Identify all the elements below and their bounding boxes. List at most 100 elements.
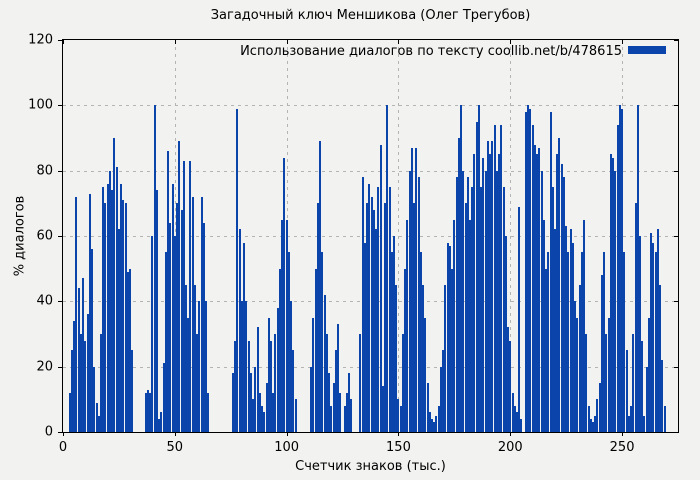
data-bar	[592, 422, 595, 432]
data-bar	[603, 252, 606, 432]
data-bar	[397, 399, 400, 432]
x-tick-mark	[510, 432, 512, 436]
data-bar	[656, 229, 659, 432]
data-bar	[79, 334, 82, 432]
data-bar	[607, 318, 610, 432]
data-bar	[202, 223, 205, 432]
data-bar	[155, 190, 158, 432]
data-bar	[410, 148, 413, 432]
x-tick-mark-top	[398, 40, 400, 44]
data-bar	[281, 220, 284, 432]
data-bar	[377, 187, 380, 432]
data-bar	[413, 203, 416, 432]
data-bar	[375, 229, 378, 432]
x-tick-label: 0	[58, 440, 68, 455]
x-tick-mark-top	[63, 40, 64, 44]
data-bar	[73, 321, 76, 432]
data-bar	[524, 112, 527, 432]
data-bar	[111, 190, 114, 432]
data-bar	[556, 154, 559, 432]
data-bar	[549, 112, 552, 432]
data-bar	[261, 406, 264, 432]
data-bar	[442, 350, 445, 432]
x-tick-label: 150	[386, 440, 411, 455]
y-tick-mark	[58, 105, 62, 107]
data-bar	[207, 393, 210, 432]
data-bar	[598, 383, 601, 432]
data-bar	[527, 105, 530, 432]
data-bar	[176, 203, 179, 432]
data-bar	[314, 269, 317, 432]
data-bar	[453, 220, 456, 432]
data-bar	[75, 197, 78, 432]
y-tick-label: 40	[36, 293, 53, 309]
data-bar	[234, 341, 237, 432]
data-bar	[198, 301, 201, 432]
data-bar	[321, 252, 324, 432]
data-bar	[278, 269, 281, 432]
data-bar	[379, 145, 382, 432]
data-bar	[627, 416, 630, 432]
data-bar	[585, 334, 588, 432]
data-bar	[395, 285, 398, 432]
data-bar	[106, 184, 109, 432]
h-gridline	[63, 301, 678, 303]
data-bar	[594, 416, 597, 432]
y-tick-mark	[58, 366, 62, 368]
data-bar	[654, 252, 657, 432]
data-bar	[520, 419, 523, 432]
data-bar	[115, 167, 118, 432]
data-bar	[551, 187, 554, 432]
data-bar	[386, 105, 389, 432]
y-tick-mark-right	[674, 366, 678, 368]
x-tick-mark	[622, 432, 624, 436]
data-bar	[108, 171, 111, 432]
data-bar	[82, 278, 85, 432]
data-bar	[596, 399, 599, 432]
data-bar	[88, 194, 91, 432]
data-bar	[330, 406, 333, 432]
data-bar	[120, 184, 123, 432]
data-bar	[283, 158, 286, 432]
h-gridline	[63, 366, 678, 368]
data-bar	[426, 383, 429, 432]
data-bar	[638, 236, 641, 432]
data-bar	[84, 341, 87, 432]
data-bar	[167, 151, 170, 432]
data-bar	[182, 161, 185, 432]
data-bar	[160, 412, 163, 432]
data-bar	[162, 363, 165, 432]
data-bar	[325, 334, 328, 432]
x-tick-mark-top	[622, 40, 624, 44]
data-bar	[538, 148, 541, 432]
data-bar	[187, 318, 190, 432]
data-bar	[448, 246, 451, 432]
y-axis-title: % диалогов	[12, 195, 28, 277]
data-bar	[404, 269, 407, 432]
data-bar	[533, 145, 536, 432]
data-bar	[164, 252, 167, 432]
data-bar	[659, 285, 662, 432]
data-bar	[647, 318, 650, 432]
data-bar	[471, 187, 474, 432]
data-bar	[245, 301, 248, 432]
data-bar	[366, 203, 369, 432]
data-bar	[169, 223, 172, 432]
data-bar	[91, 249, 94, 432]
data-bar	[652, 243, 655, 432]
data-bar	[634, 203, 637, 432]
data-bar	[348, 373, 351, 432]
data-bar	[415, 148, 418, 432]
data-bar	[569, 229, 572, 432]
data-bar	[359, 334, 362, 432]
data-bar	[583, 220, 586, 432]
data-bar	[252, 399, 255, 432]
data-bar	[131, 350, 134, 432]
data-bar	[180, 210, 183, 432]
data-bar	[93, 367, 96, 432]
data-bar	[370, 197, 373, 432]
data-bar	[466, 177, 469, 432]
data-bar	[267, 318, 270, 432]
data-bar	[482, 158, 485, 432]
data-bar	[346, 393, 349, 432]
